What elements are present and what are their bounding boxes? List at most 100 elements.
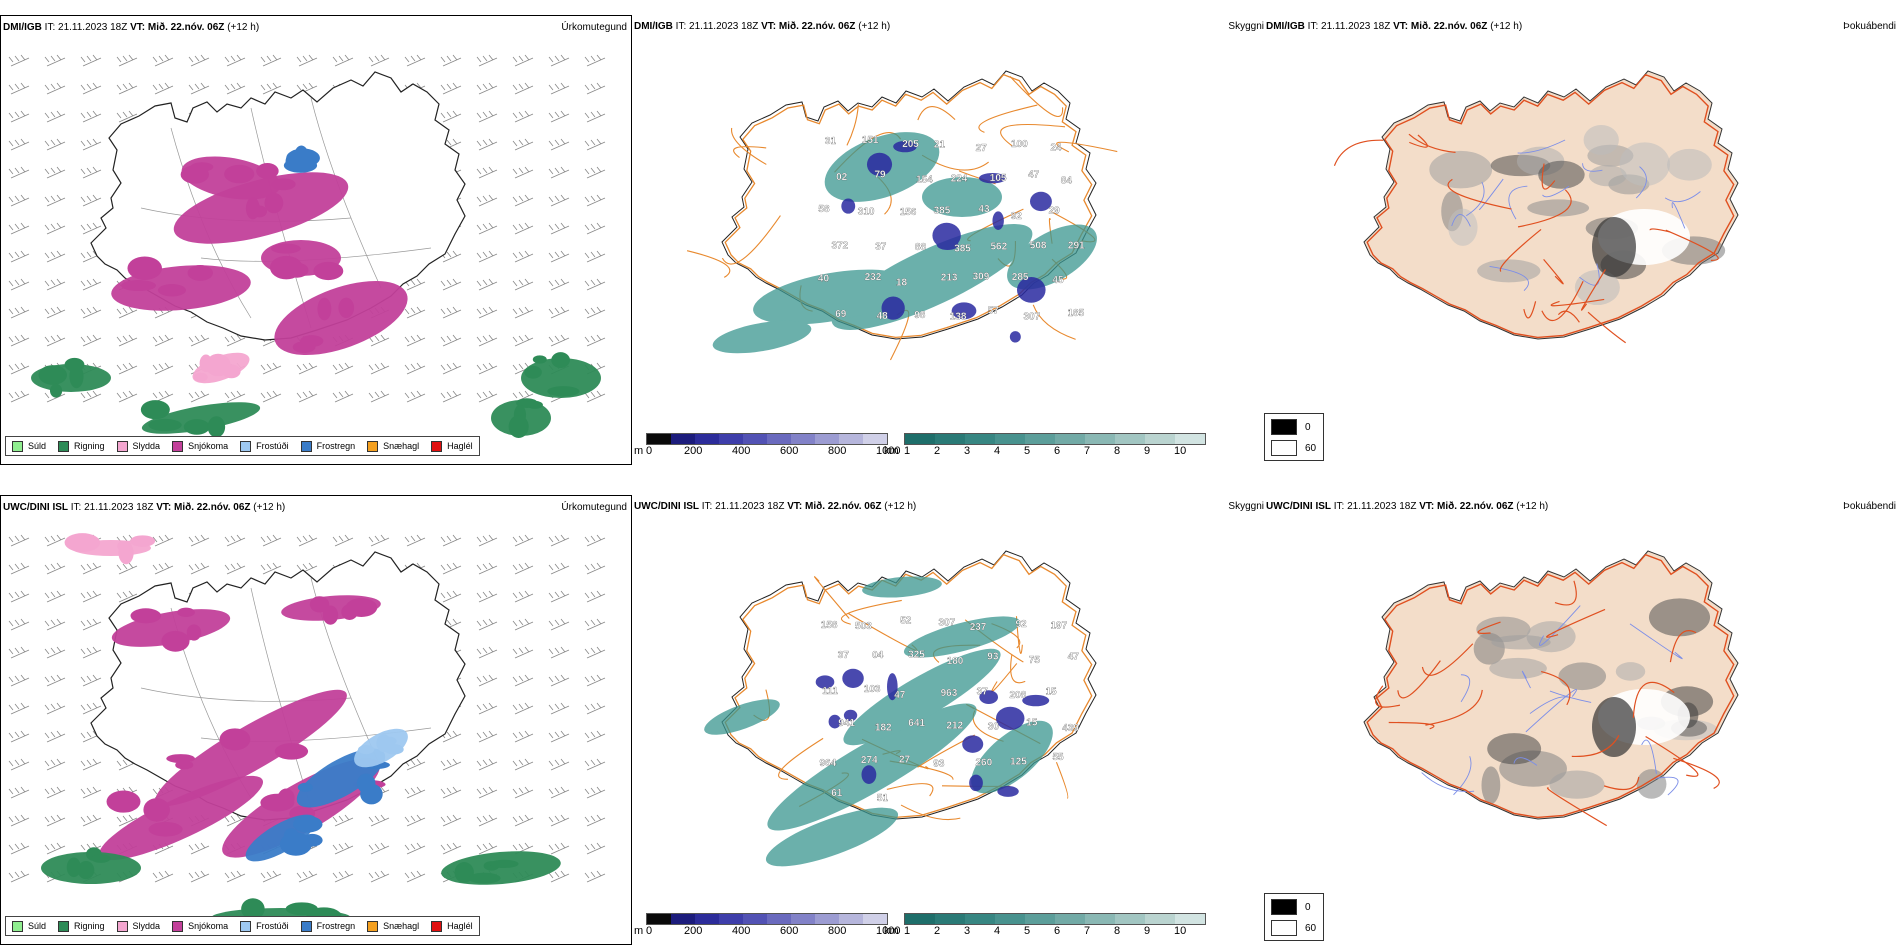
wind-barb <box>512 110 534 123</box>
legend-swatch <box>431 440 443 452</box>
road <box>1603 776 1640 791</box>
visibility-value: 307 <box>939 618 956 629</box>
wind-barb <box>404 54 426 67</box>
iceland-coastline <box>90 551 466 821</box>
road <box>1541 281 1584 322</box>
scale-tick-label: 0 <box>646 925 653 937</box>
wind-barb <box>440 110 462 123</box>
fog-patch <box>1538 160 1585 189</box>
road <box>814 576 850 619</box>
cloud-key-row: 0 <box>1271 899 1317 915</box>
wind-barb <box>8 54 30 67</box>
road <box>1000 123 1066 147</box>
valid-time: VT: Mið. 22.nóv. 06Z <box>787 501 882 512</box>
river <box>1671 202 1686 229</box>
precip-areas <box>31 145 601 439</box>
wind-barb <box>188 562 210 575</box>
road <box>1408 133 1456 153</box>
color-step <box>719 914 743 924</box>
wind-barb <box>476 82 498 95</box>
color-step <box>767 434 791 444</box>
wind-barb <box>440 842 462 855</box>
wind-barb <box>260 562 282 575</box>
scale-tick-label: km <box>884 445 899 457</box>
cloud-key-swatch <box>1271 920 1297 936</box>
precip-patch <box>532 355 547 364</box>
precip-patch <box>341 604 358 620</box>
valid-time: VT: Mið. 22.nóv. 06Z <box>156 502 251 513</box>
road-network <box>1333 133 1719 344</box>
visibility-value: 964 <box>820 758 837 769</box>
fog-patch <box>1667 148 1712 181</box>
visibility-value: 237 <box>970 622 987 633</box>
wind-barb <box>8 166 30 179</box>
scale-tick-label: 6 <box>1054 445 1061 457</box>
wind-barb <box>8 390 30 403</box>
road <box>1009 75 1064 117</box>
color-step <box>1175 914 1205 924</box>
precip-patch <box>547 386 580 397</box>
wind-barb <box>260 390 282 403</box>
road <box>1421 643 1474 676</box>
wind-barb <box>548 534 570 547</box>
fog-areas <box>1473 598 1718 805</box>
wind-barb <box>80 674 102 687</box>
scale-tick-label: 7 <box>1084 445 1091 457</box>
visibility-patch <box>841 198 856 214</box>
panel-title: Skyggni <box>1228 501 1264 512</box>
wind-barb <box>584 702 606 715</box>
wind-barb <box>8 82 30 95</box>
wind-barb <box>260 82 282 95</box>
visibility-value: 309 <box>973 271 990 282</box>
visibility-value: 88 <box>915 242 927 253</box>
scale-tick-label: 3 <box>964 925 971 937</box>
wind-barb <box>44 222 66 235</box>
wind-barb <box>584 194 606 207</box>
wind-barb <box>548 842 570 855</box>
precip-patch <box>207 416 226 438</box>
visibility-value: 125 <box>1010 757 1027 768</box>
wind-barb <box>80 250 102 263</box>
visibility-value: 274 <box>861 755 878 766</box>
fog-indicator-map <box>1333 70 1739 344</box>
road <box>991 663 1018 693</box>
visibility-value: 260 <box>976 758 993 769</box>
wind-barb <box>548 814 570 827</box>
wind-barb <box>8 362 30 375</box>
wind-barb <box>512 842 534 855</box>
wind-barb <box>44 534 66 547</box>
wind-barb <box>80 618 102 631</box>
wind-barb <box>368 842 390 855</box>
visibility-value-labels: 158 503 52 307 237 92 197 37 04 325 180 93 75 47 111 10… <box>819 615 1079 804</box>
wind-barb <box>8 306 30 319</box>
wind-barb <box>476 334 498 347</box>
visibility-value: 55 <box>1053 752 1065 763</box>
visibility-value: 37 <box>875 241 887 252</box>
panel-header: UWC/DINI ISL IT: 21.11.2023 18Z VT: Mið.… <box>3 502 627 516</box>
scale-tick-label: m <box>634 925 644 937</box>
precip-patch <box>245 197 260 220</box>
wind-barb <box>188 842 210 855</box>
wind-barb <box>188 334 210 347</box>
visibility-patch <box>843 709 858 722</box>
visibility-value: 205 <box>902 139 919 150</box>
fog-patch <box>1448 208 1478 246</box>
init-time-label: IT: <box>1333 501 1345 512</box>
cloud-key-label: 0 <box>1305 421 1311 433</box>
visibility-value: 51 <box>877 793 889 804</box>
precip-patch <box>293 816 323 833</box>
visibility-panel-bottom: UWC/DINI ISL IT: 21.11.2023 18Z VT: Mið.… <box>632 495 1264 945</box>
visibility-value: 15 <box>1046 687 1058 698</box>
wind-barb <box>368 534 390 547</box>
scale-tick-label: 10 <box>1174 925 1187 937</box>
visibility-area <box>922 177 1002 217</box>
scale-tick-label: 7 <box>1084 925 1091 937</box>
wind-barb <box>584 138 606 151</box>
wind-barb <box>404 278 426 291</box>
wind-barb <box>548 646 570 659</box>
wind-barb <box>512 138 534 151</box>
visibility-panel-top: DMI/IGB IT: 21.11.2023 18Z VT: Mið. 22.n… <box>632 15 1264 465</box>
road <box>1541 163 1556 190</box>
scale-tick-label: 1 <box>904 925 911 937</box>
wind-barb <box>80 562 102 575</box>
